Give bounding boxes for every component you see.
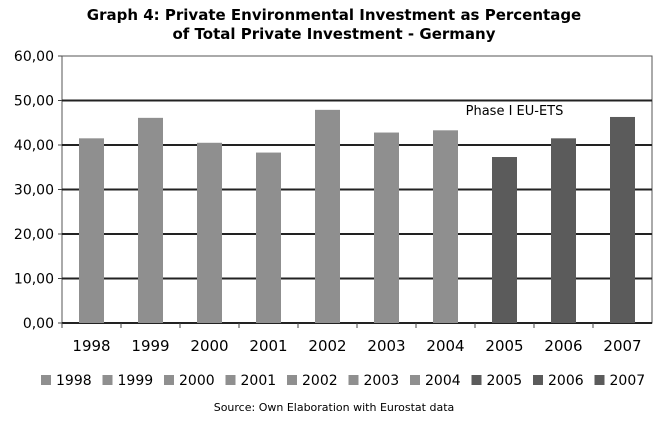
x-tick-label: 2003 xyxy=(367,337,405,355)
legend-swatch-2005 xyxy=(471,375,482,385)
x-tick-label: 1999 xyxy=(131,337,169,355)
legend-swatch-1999 xyxy=(102,375,113,385)
x-tick-label: 2005 xyxy=(485,337,523,355)
legend-swatch-2000 xyxy=(164,375,174,385)
legend-label-2000: 2000 xyxy=(179,373,215,389)
legend-swatch-1998 xyxy=(41,375,51,385)
legend-label-2001: 2001 xyxy=(241,373,277,389)
legend-swatch-2004 xyxy=(410,375,420,385)
legend-label-2005: 2005 xyxy=(487,373,523,389)
y-tick-label: 10,00 xyxy=(14,272,54,288)
bar-1999 xyxy=(138,117,163,323)
legend-label-2002: 2002 xyxy=(302,373,338,389)
phase-annotation: Phase I EU-ETS xyxy=(466,104,564,119)
legend-label-2006: 2006 xyxy=(548,373,584,389)
bar-2000 xyxy=(197,142,222,323)
legend-swatch-2006 xyxy=(533,375,543,385)
y-tick-label: 20,00 xyxy=(14,227,54,243)
x-tick-label: 2000 xyxy=(190,337,228,355)
legend-swatch-2001 xyxy=(225,375,236,385)
chart-title-line-2: of Total Private Investment - Germany xyxy=(172,25,496,43)
y-tick-label: 50,00 xyxy=(14,94,54,110)
bar-2002 xyxy=(315,109,340,323)
y-tick-label: 40,00 xyxy=(14,138,54,154)
bar-1998 xyxy=(79,138,104,323)
y-tick-label: 60,00 xyxy=(14,49,54,65)
bar-2007 xyxy=(610,116,635,323)
x-tick-label: 2006 xyxy=(544,337,582,355)
legend-swatch-2002 xyxy=(287,375,297,385)
chart-title-line-1: Graph 4: Private Environmental Investmen… xyxy=(86,6,582,24)
x-tick-label: 2007 xyxy=(603,337,641,355)
bar-2003 xyxy=(374,132,399,323)
legend-swatch-2007 xyxy=(594,375,605,385)
source-note: Source: Own Elaboration with Eurostat da… xyxy=(213,401,455,414)
legend-label-1999: 1999 xyxy=(118,373,154,389)
legend-label-2007: 2007 xyxy=(610,373,646,389)
legend-swatch-2003 xyxy=(348,375,359,385)
y-tick-label: 30,00 xyxy=(14,183,54,199)
bar-2006 xyxy=(551,138,576,323)
x-tick-label: 1998 xyxy=(72,337,110,355)
y-tick-label: 0,00 xyxy=(23,316,54,332)
x-tick-label: 2001 xyxy=(249,337,287,355)
bar-2004 xyxy=(433,130,458,323)
legend-label-1998: 1998 xyxy=(56,373,92,389)
x-tick-label: 2002 xyxy=(308,337,346,355)
legend-label-2004: 2004 xyxy=(425,373,461,389)
bar-2001 xyxy=(256,152,281,323)
bar-2005 xyxy=(492,157,517,323)
x-tick-label: 2004 xyxy=(426,337,464,355)
legend-label-2003: 2003 xyxy=(364,373,400,389)
